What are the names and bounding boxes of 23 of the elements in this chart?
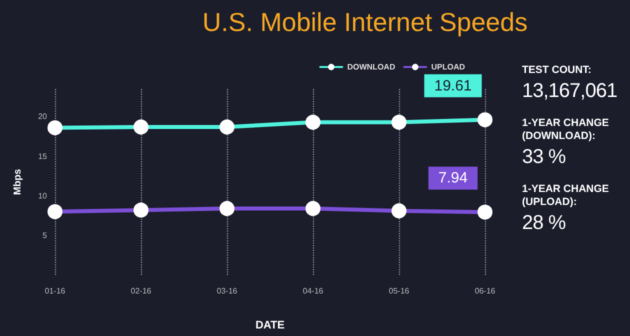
annotation: 33 % [522,145,567,170]
x-axis-title: DATE [255,320,285,332]
x-tick-label: 06-16 [474,286,496,296]
annotation: 1-YEAR CHANGE (DOWNLOAD): [522,117,610,143]
y-axis-title: Mbps [12,168,24,196]
x-tick-label: 01-16 [44,286,66,296]
y-tick-label: 5 [42,230,48,240]
chart-title: U.S. Mobile Internet Speeds [202,7,528,37]
text: TEST COUNT: [522,64,592,77]
legend-label: UPLOAD [431,62,466,72]
annotation: 13,167,061 [522,79,618,104]
data-label: 19.61 [434,77,472,94]
x-tick-label: 05-16 [388,286,410,296]
y-tick-label: 15 [38,152,48,161]
x-tick-label: 03-16 [216,286,238,296]
y-tick-label: 10 [38,191,48,200]
annotation: 1-YEAR CHANGE (UPLOAD): [522,183,610,209]
x-tick-label: 02-16 [130,286,152,296]
y-tick-label: 20 [38,112,48,122]
legend-label: DOWNLOAD [347,62,396,72]
data-label: 7.94 [438,170,468,187]
annotation: 28 % [522,211,567,236]
x-tick-label: 04-16 [302,286,324,296]
